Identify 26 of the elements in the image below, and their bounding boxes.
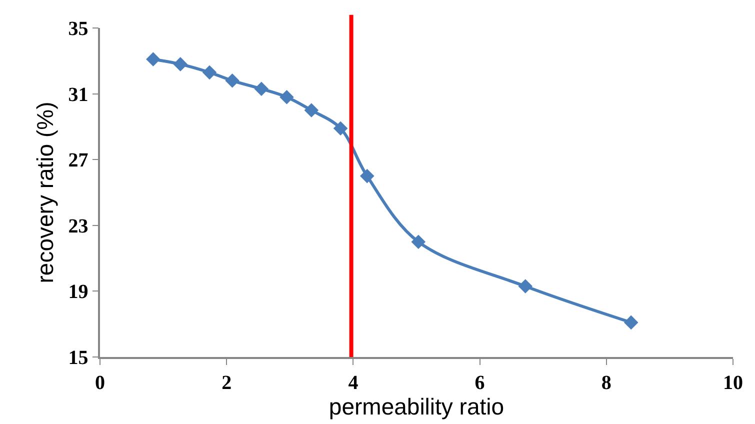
point <box>360 168 374 184</box>
point <box>173 57 188 72</box>
point <box>146 52 160 66</box>
x-tick-label: 6 <box>474 372 485 394</box>
x-tick-label: 10 <box>723 372 743 394</box>
x-axis-title: permeability ratio <box>328 394 504 420</box>
y-tick-label: 27 <box>68 150 88 172</box>
point <box>411 234 426 249</box>
point <box>333 121 348 136</box>
x-tick-label: 2 <box>222 372 232 394</box>
x-tick-label: 8 <box>601 372 612 394</box>
point <box>280 90 294 104</box>
point <box>624 315 638 330</box>
x-tick-label: 0 <box>95 372 105 394</box>
point <box>202 65 217 80</box>
x-tick-label: 4 <box>348 372 358 394</box>
point <box>225 73 240 88</box>
point <box>518 279 533 294</box>
y-tick-label: 35 <box>68 18 88 40</box>
point <box>304 103 319 118</box>
y-tick-label: 15 <box>68 347 88 369</box>
y-tick-label: 23 <box>68 215 88 238</box>
y-tick-label: 19 <box>68 281 88 304</box>
y-tick-label: 31 <box>68 84 88 106</box>
y-axis-title: recovery ratio (%) <box>32 102 58 284</box>
point <box>254 82 269 96</box>
